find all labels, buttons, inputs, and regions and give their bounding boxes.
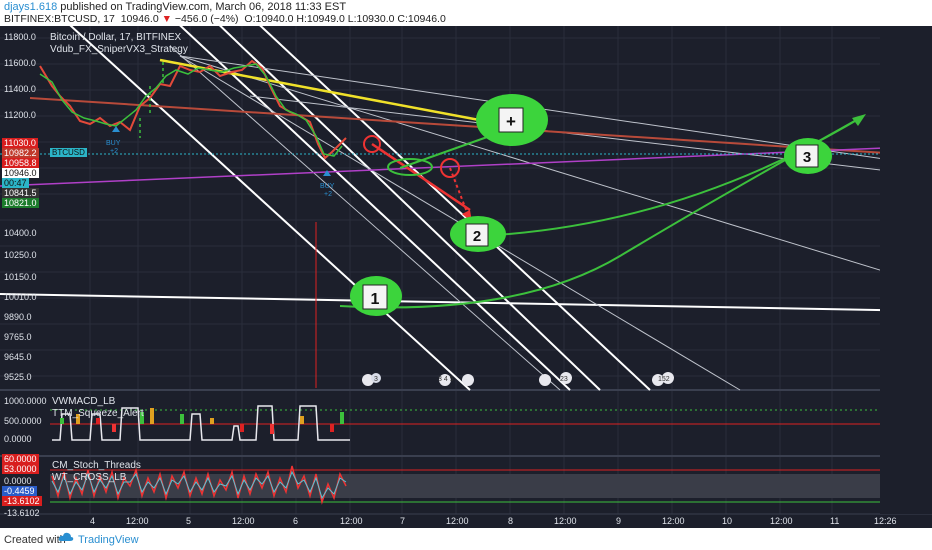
quote-line: BITFINEX:BTCUSD, 17 10946.0 ▼ −456.0 (−4… (4, 13, 446, 25)
time-axis-label: 8 (508, 516, 514, 526)
indicator-axis-label: -13.6102 (4, 508, 40, 518)
price-axis-label: 9525.0 (4, 372, 32, 382)
indicator-sub[interactable]: TTM_Squeeze_Alert (52, 408, 144, 419)
down-arrow-icon: ▼ (161, 13, 172, 25)
indicator-axis-tag: -0.4459 (2, 486, 37, 496)
time-axis-label: 12:00 (446, 516, 469, 526)
indicator-axis-label: 1000.0000 (4, 396, 47, 406)
strategy-label: Vdub_FX_SniperVX3_Strategy (50, 44, 188, 55)
indicator-name[interactable]: VWMACD_LB (52, 396, 116, 407)
price-change: −456.0 (−4%) (174, 13, 239, 25)
time-axis-label: 5 (186, 516, 192, 526)
pivot-circle[interactable] (363, 135, 381, 153)
time-axis-label: 12:00 (554, 516, 577, 526)
author-link[interactable]: djays1.618 (4, 1, 58, 13)
price-axis-label: 9645.0 (4, 352, 32, 362)
price-axis-label: 10250.0 (4, 250, 37, 260)
buy-label: BUY (106, 140, 121, 147)
time-axis-label: 11 (830, 516, 840, 526)
indicator-name[interactable]: CM_Stoch_Threads (52, 460, 141, 471)
time-axis-label: 9 (616, 516, 622, 526)
time-axis-label: 12:00 (340, 516, 363, 526)
price-axis-label: 11600.0 (4, 58, 36, 68)
arrow-head-icon (852, 114, 866, 126)
price-tag: 11030.0 (2, 138, 38, 148)
annotation-box (465, 223, 489, 247)
buy-signal-icon (112, 126, 331, 176)
annotation-1-label: 1 (371, 291, 380, 308)
annotation-box (498, 107, 524, 133)
buy-sub: +2 (110, 148, 118, 155)
annotation-box (795, 144, 819, 168)
price-tag: 10821.0 (2, 198, 39, 208)
time-axis-label: 4 (90, 516, 96, 526)
grid (0, 26, 880, 514)
highlight-ellipse[interactable] (387, 158, 433, 176)
buy-sub: +2 (324, 191, 332, 198)
chart-svg[interactable]: BUY +2 BUY +2 + 1 2 3 3 3 4 5 23 152 (0, 26, 932, 528)
price-tag: 10982.2 (2, 148, 39, 158)
chart-canvas[interactable]: BUY +2 BUY +2 + 1 2 3 3 3 4 5 23 152 (0, 26, 932, 528)
indicator-axis-label: 0.0000 (4, 434, 32, 444)
symbol-label: BITFINEX:BTCUSD, 17 (4, 13, 115, 25)
time-axis-label: 10 (722, 516, 733, 526)
purple-trend-line[interactable] (0, 145, 932, 187)
price-axis-label: 11800.0 (4, 32, 36, 42)
last-price: 10946.0 (120, 13, 159, 25)
footer: Created with TradingView (0, 528, 932, 550)
tradingview-link[interactable]: TradingView (78, 534, 139, 546)
countdown-tag: 00:47 (2, 178, 29, 188)
time-axis-label: 6 (293, 516, 299, 526)
projection-curve[interactable] (339, 117, 861, 309)
price-tag: 10958.8 (2, 158, 39, 168)
created-with-label: Created with (4, 534, 66, 546)
annotation-3-label: 3 (803, 149, 811, 166)
price-axis-label: 11200.0 (4, 110, 36, 120)
indicator-axis-tag: 60.0000 (2, 454, 39, 464)
event-count: 3 4 5 (438, 376, 454, 383)
forecast-arrow[interactable] (371, 142, 471, 212)
event-count: 3 (374, 376, 378, 383)
publish-header: djays1.618 published on TradingView.com,… (0, 0, 932, 26)
tradingview-logo-icon (58, 532, 74, 541)
parallel-channel-lines[interactable] (60, 26, 651, 391)
time-axis-label: 12:26 (874, 516, 897, 526)
projection-connector[interactable] (399, 135, 491, 169)
price-axis-bg[interactable] (880, 26, 932, 514)
time-axis-label: 12:00 (126, 516, 149, 526)
price-axis-label: 10010.0 (4, 292, 37, 302)
indicator-axis-tag: 53.0000 (2, 464, 39, 474)
price-tag: 10841.5 (2, 188, 39, 198)
event-count: 152 (658, 376, 670, 383)
histogram-bars (60, 408, 344, 434)
time-axis-label: 12:00 (662, 516, 685, 526)
event-count: 23 (560, 376, 568, 383)
time-axis-label: 7 (400, 516, 406, 526)
pivot-circle[interactable] (440, 158, 460, 178)
time-axis-label: 12:00 (232, 516, 255, 526)
price-tag-current: 10946.0 (2, 168, 39, 178)
indicator-axis-label: 500.0000 (4, 416, 42, 426)
fan-lines[interactable] (169, 45, 932, 391)
annotation-2-label: 2 (473, 228, 481, 245)
annotation-box (362, 284, 388, 310)
price-axis-label: 10400.0 (4, 228, 37, 238)
chart-title: Bitcoin / Dollar, 17, BITFINEX (50, 32, 182, 43)
time-axis-label: 12:00 (770, 516, 793, 526)
annotation-plus-label: + (506, 112, 516, 131)
price-axis-label: 9890.0 (4, 312, 32, 322)
indicator-sub[interactable]: WT_CROSS_LB (52, 472, 127, 483)
indicator-axis-tag: -13.6102 (2, 496, 42, 506)
publish-line: djays1.618 published on TradingView.com,… (4, 1, 346, 13)
indicator-axis-label: 0.0000 (4, 476, 32, 486)
symbol-tag: BTCUSD (50, 148, 87, 157)
price-axis-label: 11400.0 (4, 84, 36, 94)
price-axis-label: 10150.0 (4, 272, 37, 282)
publish-info: published on TradingView.com, March 06, … (57, 1, 347, 13)
signal-dashes (139, 62, 164, 138)
ohlc-values: O:10940.0 H:10949.0 L:10930.0 C:10946.0 (244, 13, 446, 25)
buy-label: BUY (320, 183, 335, 190)
event-flags[interactable]: 3 3 4 5 23 152 (362, 372, 674, 386)
price-axis-label: 9765.0 (4, 332, 32, 342)
